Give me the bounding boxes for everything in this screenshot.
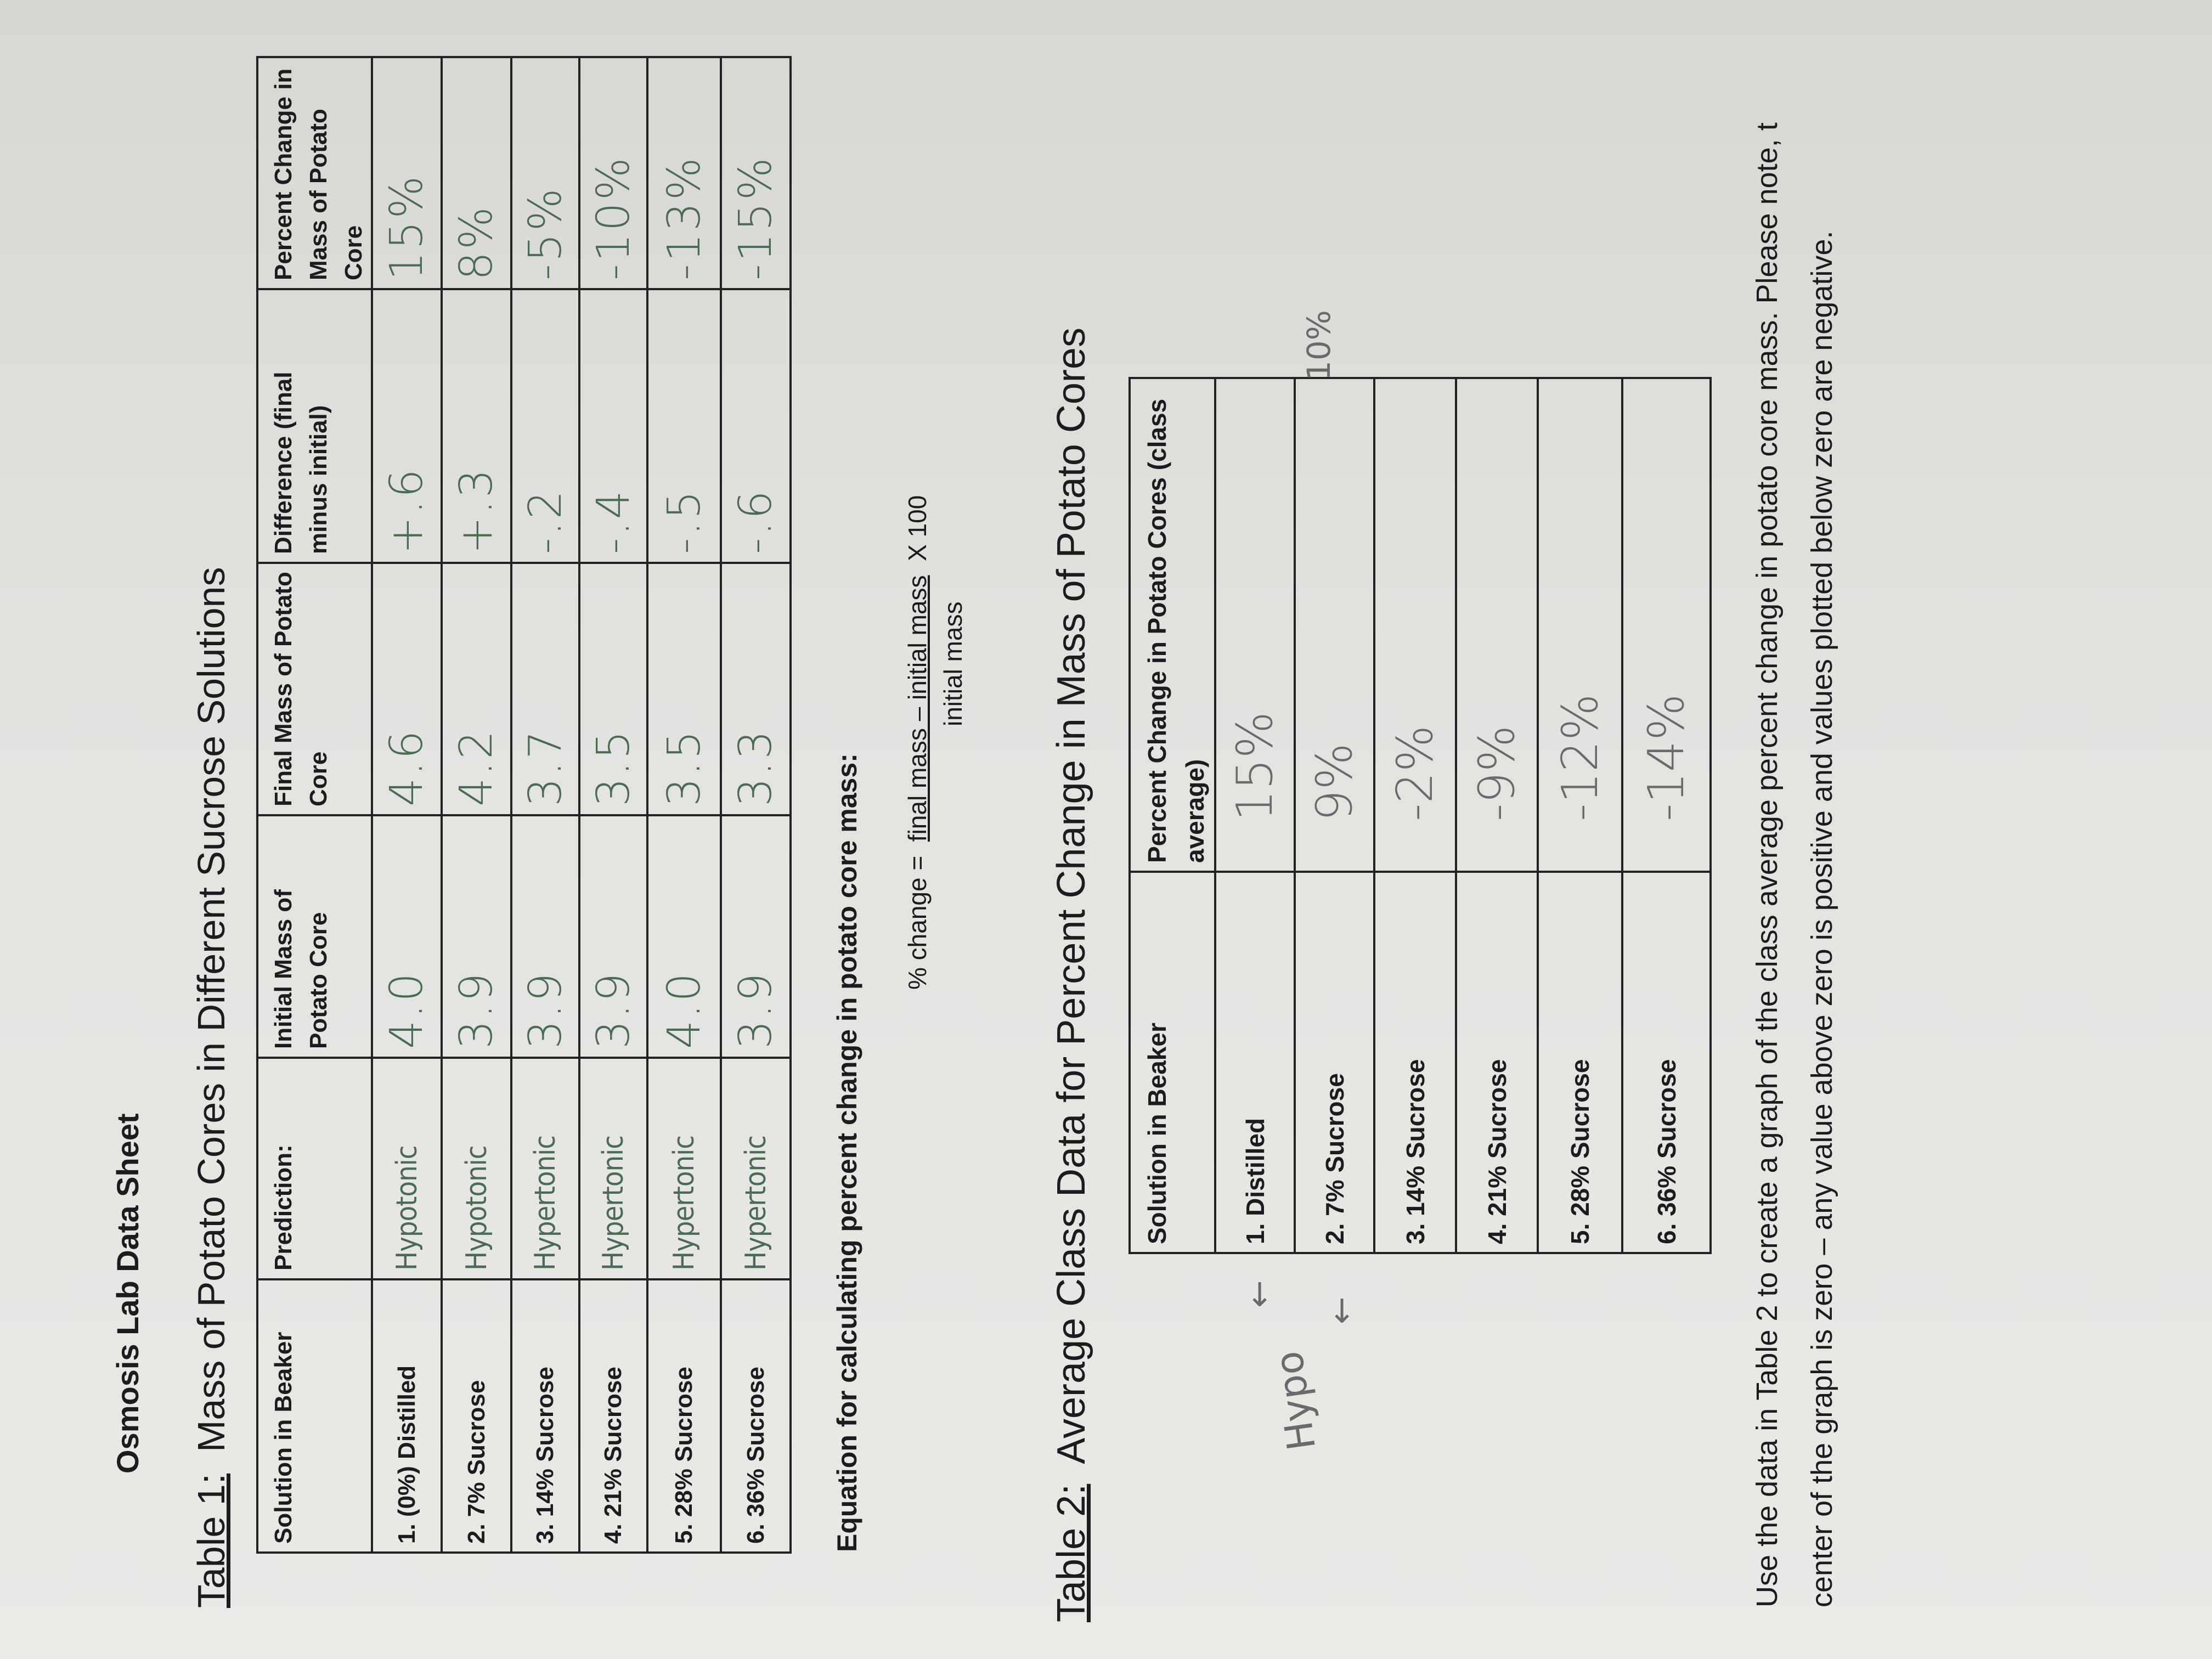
initial-mass-cell: 4.0	[647, 815, 721, 1058]
table1-row: 5. 28% Sucrose Hypertonic 4.0 3.5 -.5 -13%	[647, 57, 721, 1553]
final-mass-cell: 4.2	[442, 563, 512, 815]
table2-caption: Table 2: Average Class Data for Percent …	[1049, 328, 1094, 1622]
table1-caption-text: Mass of Potato Cores in Different Sucros…	[190, 567, 233, 1452]
table2-header-row: Solution in Beaker Percent Change in Pot…	[1130, 378, 1215, 1253]
solution-cell: 5. 28% Sucrose	[647, 1279, 721, 1553]
solution-cell: 4. 21% Sucrose	[1456, 872, 1538, 1253]
table2-row: 4. 21% Sucrose -9%	[1456, 378, 1538, 1253]
table1: Solution in Beaker Prediction: Initial M…	[256, 56, 792, 1554]
table2-row: 5. 28% Sucrose -12%	[1538, 378, 1622, 1253]
initial-mass-cell: 3.9	[721, 815, 791, 1058]
solution-cell: 6. 36% Sucrose	[721, 1279, 791, 1553]
table1-header-row: Solution in Beaker Prediction: Initial M…	[257, 57, 373, 1553]
header-cell: Percent Change in Mass of Potato Core	[257, 57, 373, 289]
final-mass-cell: 4.6	[372, 563, 442, 815]
initial-mass-cell: 3.9	[511, 815, 580, 1058]
percent-change-cell: 15%	[372, 57, 442, 289]
table1-row: 4. 21% Sucrose Hypertonic 3.9 3.5 -.4 -10%	[579, 57, 648, 1553]
final-mass-cell: 3.5	[579, 563, 648, 815]
percent-change-cell: 15%	[1215, 378, 1295, 872]
header-cell: Final Mass of Potato Core	[257, 563, 373, 815]
table2-label: Table 2:	[1049, 1483, 1093, 1622]
percent-change-cell: -10%	[579, 57, 648, 289]
equation-multiplier: X 100	[903, 495, 932, 561]
difference-cell: +.3	[442, 289, 512, 563]
table2-row: 1. Distilled 15%	[1215, 378, 1295, 1253]
margin-note-hypo: Hypo	[1266, 1348, 1325, 1453]
equation-numerator: final mass – initial mass	[903, 575, 932, 842]
solution-cell: 3. 14% Sucrose	[1374, 872, 1456, 1253]
table1-caption: Table 1: Mass of Potato Cores in Differe…	[189, 567, 233, 1608]
solution-cell: 3. 14% Sucrose	[511, 1279, 580, 1553]
table1-row: 3. 14% Sucrose Hypertonic 3.9 3.7 -.2 -5%	[511, 57, 580, 1553]
table1-row: 2. 7% Sucrose Hypotonic 3.9 4.2 +.3 8%	[442, 57, 512, 1553]
final-mass-cell: 3.3	[721, 563, 791, 815]
solution-cell: 2. 7% Sucrose	[1295, 872, 1374, 1253]
table2-caption-text: Average Class Data for Percent Change in…	[1049, 328, 1093, 1464]
header-cell: Solution in Beaker	[257, 1279, 373, 1553]
final-mass-cell: 3.7	[511, 563, 580, 815]
table2: Solution in Beaker Percent Change in Pot…	[1128, 377, 1712, 1254]
difference-cell: -.6	[721, 289, 791, 563]
header-cell: Prediction:	[257, 1058, 373, 1279]
table1-label: Table 1:	[190, 1473, 233, 1608]
instructions-line2: center of the graph is zero – any value …	[1805, 230, 1838, 1607]
percent-change-cell: -5%	[511, 57, 580, 289]
prediction-cell: Hypertonic	[511, 1058, 580, 1279]
page-title: Osmosis Lab Data Sheet	[110, 1113, 145, 1474]
initial-mass-cell: 4.0	[372, 815, 442, 1058]
equation-denominator: initial mass	[939, 601, 967, 726]
prediction-cell: Hypertonic	[579, 1058, 648, 1279]
prediction-cell: Hypotonic	[442, 1058, 512, 1279]
solution-cell: 4. 21% Sucrose	[579, 1279, 648, 1553]
difference-cell: -.2	[511, 289, 580, 563]
solution-cell: 2. 7% Sucrose	[442, 1279, 512, 1553]
solution-cell: 1. Distilled	[1215, 872, 1295, 1253]
header-cell: Percent Change in Potato Cores (class av…	[1130, 378, 1215, 872]
percent-change-cell: 8%	[442, 57, 512, 289]
arrow-icon: ←	[1322, 1296, 1361, 1324]
side-note-10-percent: 10%	[1300, 310, 1338, 381]
header-cell: Solution in Beaker	[1130, 872, 1215, 1253]
prediction-cell: Hypertonic	[721, 1058, 791, 1279]
percent-change-cell: -14%	[1622, 378, 1711, 872]
table2-row: 3. 14% Sucrose -2%	[1374, 378, 1456, 1253]
difference-cell: -.5	[647, 289, 721, 563]
equation: % change = final mass – initial mass X 1…	[902, 495, 932, 990]
table2-row: 6. 36% Sucrose -14%	[1622, 378, 1711, 1253]
table2-row: 2. 7% Sucrose 9%	[1295, 378, 1374, 1253]
arrow-icon: ←	[1240, 1280, 1278, 1308]
percent-change-cell: -9%	[1456, 378, 1538, 872]
difference-cell: -.4	[579, 289, 648, 563]
percent-change-cell: -13%	[647, 57, 721, 289]
prediction-cell: Hypertonic	[647, 1058, 721, 1279]
table1-row: 6. 36% Sucrose Hypertonic 3.9 3.3 -.6 -15%	[721, 57, 791, 1553]
percent-change-cell: -15%	[721, 57, 791, 289]
percent-change-cell: 9%	[1295, 378, 1374, 872]
instructions-line1: Use the data in Table 2 to create a grap…	[1751, 122, 1784, 1607]
prediction-cell: Hypotonic	[372, 1058, 442, 1279]
solution-cell: 1. (0%) Distilled	[372, 1279, 442, 1553]
final-mass-cell: 3.5	[647, 563, 721, 815]
percent-change-cell: -12%	[1538, 378, 1622, 872]
equation-heading: Equation for calculating percent change …	[832, 753, 862, 1552]
initial-mass-cell: 3.9	[442, 815, 512, 1058]
solution-cell: 5. 28% Sucrose	[1538, 872, 1622, 1253]
header-cell: Difference (final minus initial)	[257, 289, 373, 563]
initial-mass-cell: 3.9	[579, 815, 648, 1058]
equation-lhs: % change =	[903, 855, 932, 990]
difference-cell: +.6	[372, 289, 442, 563]
header-cell: Initial Mass of Potato Core	[257, 815, 373, 1058]
table1-row: 1. (0%) Distilled Hypotonic 4.0 4.6 +.6 15%	[372, 57, 442, 1553]
percent-change-cell: -2%	[1374, 378, 1456, 872]
solution-cell: 6. 36% Sucrose	[1622, 872, 1711, 1253]
